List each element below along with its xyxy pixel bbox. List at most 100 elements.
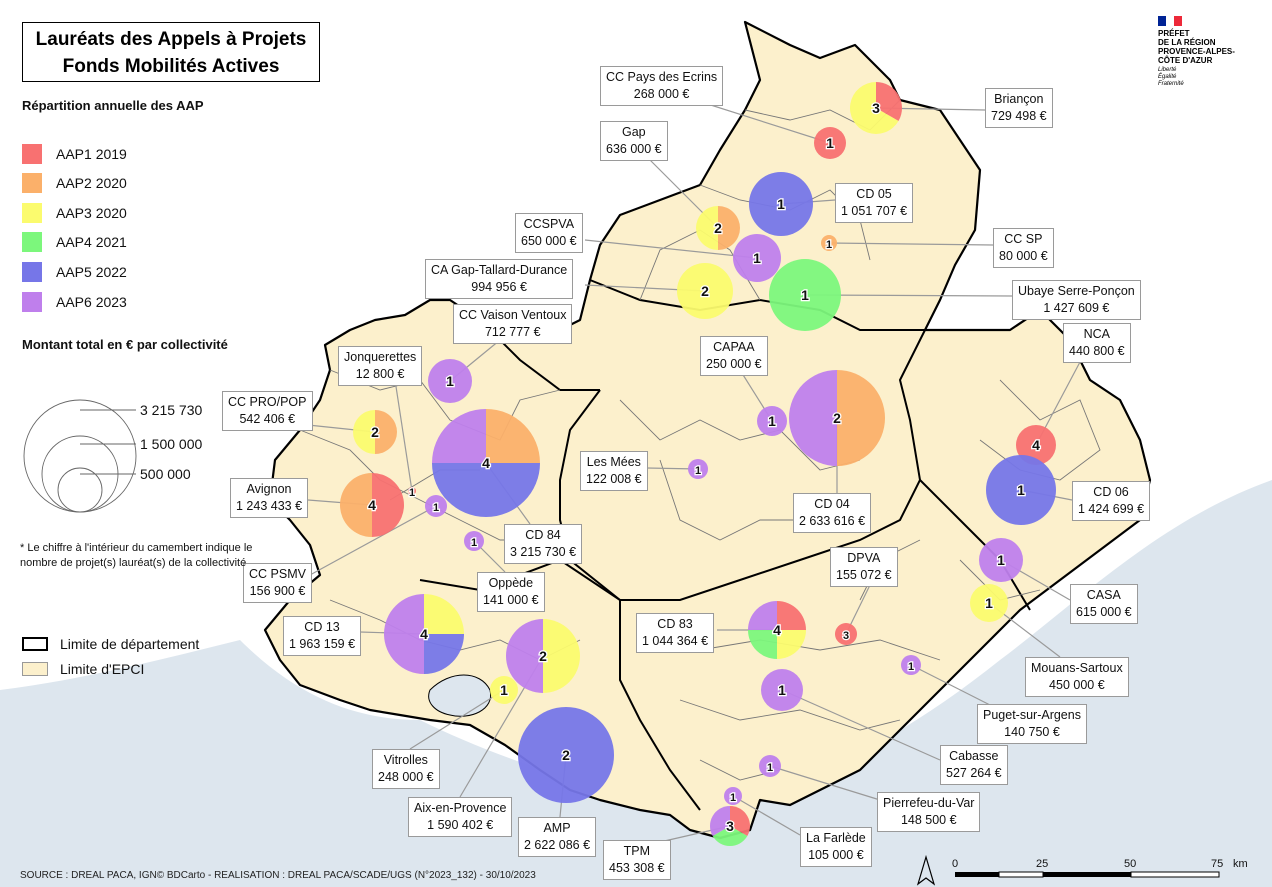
leader-la-farlede: [732, 795, 801, 836]
pie-slice-cd-84-aap2: [486, 409, 540, 463]
leader-cc-psmv: [309, 505, 437, 576]
pie-casa[interactable]: 1: [979, 538, 1023, 582]
pie-count-puget-sur-argens: 1: [908, 661, 914, 673]
pie-capaa[interactable]: 1: [757, 406, 787, 436]
pie-slice-cd-84-aap6: [432, 409, 486, 463]
pie-slice-jonquerettes-aap1: [408, 487, 416, 495]
legend-label-aap3: AAP3 2020: [56, 205, 127, 221]
pie-count-cc-pro-pop: 2: [371, 424, 379, 440]
scale-tick-25: 25: [1036, 858, 1048, 870]
label-amount-tpm: 453 308 €: [609, 861, 665, 875]
legend-label-aap6: AAP6 2023: [56, 294, 127, 310]
prefecture-logo: PRÉFET DE LA RÉGION PROVENCE-ALPES- CÔTE…: [1158, 16, 1258, 88]
pie-jonquerettes[interactable]: 1: [408, 486, 417, 501]
pie-cc-psmv[interactable]: 1: [425, 495, 447, 517]
label-name-cc-pays-des-ecrins: CC Pays des Ecrins: [606, 70, 718, 84]
scale-tick-0: 0: [952, 858, 958, 870]
pie-tpm[interactable]: 3: [710, 806, 750, 846]
pie-slice-cc-sp-aap2: [821, 235, 837, 251]
pie-ubaye-serre-poncon[interactable]: 1: [769, 259, 841, 331]
legend-swatch-department: [22, 637, 48, 651]
size-label-medium: 1 500 000: [140, 436, 203, 452]
pie-count-pierrefeu-du-var: 1: [767, 762, 773, 774]
pie-count-cc-psmv: 1: [433, 502, 439, 514]
pie-aix-en-provence[interactable]: 2: [506, 619, 580, 693]
logo-line-2: DE LA RÉGION: [1158, 38, 1216, 47]
pie-count-cd-13: 4: [420, 626, 428, 642]
label-box-cd-06: CD 06 1 424 699 €: [1072, 481, 1151, 521]
legend-item-aap3: AAP3 2020: [22, 202, 127, 224]
pie-la-farlede[interactable]: 1: [724, 787, 742, 805]
label-box-ca-gap-tallard-durance: CA Gap-Tallard-Durance 994 956 €: [425, 259, 574, 299]
pie-puget-sur-argens[interactable]: 1: [901, 655, 921, 675]
legend-label-aap1: AAP1 2019: [56, 146, 127, 162]
pie-pierrefeu-du-var[interactable]: 1: [759, 755, 781, 777]
label-name-cd-83: CD 83: [657, 617, 693, 631]
label-box-cc-psmv: CC PSMV 156 900 €: [243, 563, 312, 603]
pie-count-tpm: 3: [726, 818, 734, 834]
scale-tick-50: 50: [1124, 858, 1136, 870]
pie-cd-05[interactable]: 1: [749, 172, 813, 236]
label-box-briancon: Briançon 729 498 €: [985, 88, 1053, 128]
pie-cc-sp[interactable]: 1: [821, 235, 837, 252]
label-name-cd-04: CD 04: [814, 497, 850, 511]
label-name-dpva: DPVA: [847, 551, 881, 565]
pie-briancon[interactable]: 3: [850, 82, 902, 134]
pie-nca[interactable]: 4: [1016, 425, 1056, 465]
etang-de-berre: [428, 674, 492, 717]
pie-cd-84[interactable]: 4: [432, 409, 540, 517]
legend-item-aap1: AAP1 2019: [22, 143, 127, 165]
pie-avignon[interactable]: 4: [340, 473, 404, 537]
size-label-large: 3 215 730: [140, 402, 203, 418]
pie-les-mees[interactable]: 1: [688, 459, 708, 479]
pie-cd-04[interactable]: 2: [789, 370, 885, 466]
pie-slice-capaa-aap6: [757, 406, 787, 436]
pie-cd-83[interactable]: 4: [748, 601, 806, 659]
label-box-dpva: DPVA 155 072 €: [830, 547, 898, 587]
pie-note: * Le chiffre à l'intérieur du camembert …: [20, 542, 253, 569]
label-box-gap: Gap 636 000 €: [600, 121, 668, 161]
pie-cc-vaison-ventoux[interactable]: 1: [428, 359, 472, 403]
pie-count-ca-gap-tallard-durance: 2: [701, 283, 709, 299]
pie-ca-gap-tallard-durance[interactable]: 2: [677, 263, 733, 319]
legend-item-aap2: AAP2 2020: [22, 172, 127, 194]
label-amount-mouans-sartoux: 450 000 €: [1049, 678, 1105, 692]
scale-seg-4: [1130, 871, 1220, 878]
label-name-oppede: Oppède: [488, 576, 534, 590]
leader-cc-pays-des-ecrins: [694, 99, 831, 144]
pie-slice-aix-en-provence-aap6: [506, 619, 543, 693]
label-box-vitrolles: Vitrolles 248 000 €: [372, 749, 440, 789]
pie-oppede[interactable]: 1: [464, 531, 484, 551]
pie-count-cabasse: 1: [778, 682, 786, 698]
pie-cabasse[interactable]: 1: [761, 669, 803, 711]
map-title-line1: Lauréats des Appels à Projets: [35, 29, 307, 50]
label-box-cc-pro-pop: CC PRO/POP 542 406 €: [222, 391, 313, 431]
pie-dpva[interactable]: 3: [835, 623, 857, 645]
logo-line-1: PRÉFET: [1158, 29, 1190, 38]
label-name-les-mees: Les Mées: [586, 455, 641, 469]
pie-cc-pro-pop[interactable]: 2: [353, 410, 397, 454]
pie-cd-06[interactable]: 1: [986, 455, 1056, 525]
size-circle-small: [57, 467, 103, 513]
pie-vitrolles[interactable]: 1: [490, 676, 518, 704]
pie-count-cd-05: 1: [777, 196, 785, 212]
pie-ccspva[interactable]: 1: [733, 234, 781, 282]
pie-slice-gap-aap3: [696, 206, 718, 250]
label-box-les-mees: Les Mées 122 008 €: [580, 451, 648, 491]
scale-seg-2: [998, 871, 1044, 878]
label-amount-cc-psmv: 156 900 €: [249, 584, 306, 598]
legend-label-aap5: AAP5 2022: [56, 264, 127, 280]
label-amount-dpva: 155 072 €: [836, 568, 892, 582]
pie-amp[interactable]: 2: [518, 707, 614, 803]
label-name-nca: NCA: [1083, 327, 1110, 341]
pie-slice-ubaye-serre-poncon-aap4: [769, 259, 841, 331]
pie-cd-13[interactable]: 4: [384, 594, 464, 674]
pie-mouans-sartoux[interactable]: 1: [970, 584, 1008, 622]
label-name-cd-05: CD 05: [856, 187, 892, 201]
legend-size-heading: Montant total en € par collectivité: [22, 337, 228, 352]
pie-count-ccspva: 1: [753, 250, 761, 266]
pie-cc-pays-des-ecrins[interactable]: 1: [814, 127, 846, 159]
pie-slice-briancon-aap3: [850, 82, 899, 134]
pie-gap[interactable]: 2: [696, 206, 740, 250]
pie-slice-oppede-aap6: [464, 531, 484, 551]
